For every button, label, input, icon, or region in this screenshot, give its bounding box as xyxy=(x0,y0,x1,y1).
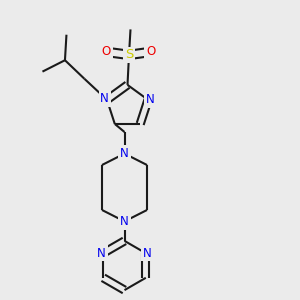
Text: N: N xyxy=(120,147,129,160)
Text: N: N xyxy=(97,247,106,260)
Text: O: O xyxy=(146,45,155,58)
Text: N: N xyxy=(143,247,152,260)
Text: N: N xyxy=(120,215,129,228)
Text: O: O xyxy=(102,45,111,58)
Text: N: N xyxy=(146,93,155,106)
Text: S: S xyxy=(125,48,133,62)
Text: N: N xyxy=(100,92,109,105)
